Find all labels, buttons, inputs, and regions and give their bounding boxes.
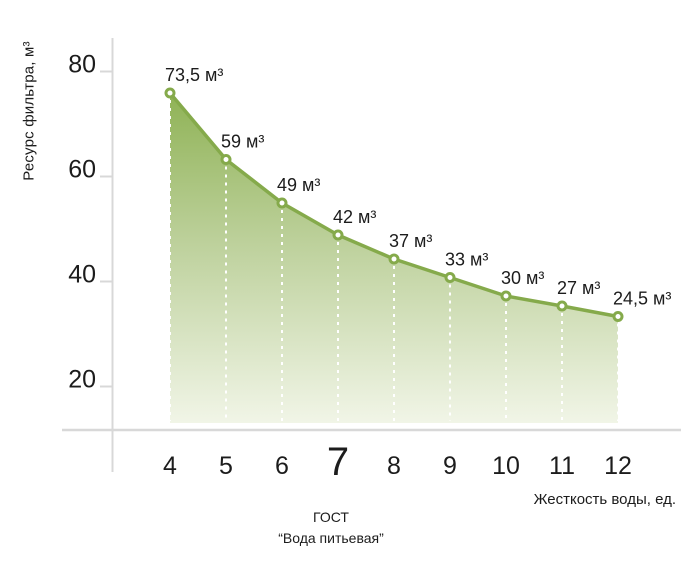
x-tick-label: 11 <box>549 452 575 480</box>
x-tick-label: 5 <box>219 452 233 480</box>
data-point-label: 59 м³ <box>221 132 264 152</box>
data-point-label: 27 м³ <box>557 278 600 298</box>
data-point-marker <box>332 229 344 241</box>
x-tick-label: 10 <box>492 452 520 480</box>
gost-annotation-line2: “Вода питьевая” <box>278 530 384 546</box>
x-axis-title: Жесткость воды, ед. <box>533 491 676 508</box>
data-point-label: 24,5 м³ <box>613 289 671 309</box>
y-tick-label: 60 <box>68 156 96 184</box>
y-tick-label: 20 <box>68 366 96 394</box>
gost-annotation: ГОСТ “Вода питьевая” <box>278 507 384 549</box>
y-tick-label: 40 <box>68 261 96 289</box>
gost-annotation-line1: ГОСТ <box>313 509 349 525</box>
x-tick-label: 9 <box>443 452 457 480</box>
x-tick-label: 4 <box>163 452 177 480</box>
data-point-label: 30 м³ <box>501 268 544 288</box>
data-point-label: 37 м³ <box>389 231 432 251</box>
data-point-marker <box>444 272 456 283</box>
x-tick-label: 12 <box>604 452 632 480</box>
data-point-marker <box>388 253 400 265</box>
data-point-marker <box>500 290 512 302</box>
data-point-marker <box>220 154 232 165</box>
y-tick-label: 80 <box>68 51 96 79</box>
data-point-label: 42 м³ <box>333 207 376 227</box>
x-tick-label-emphasized: 7 <box>327 440 349 484</box>
data-point-label: 73,5 м³ <box>165 65 223 85</box>
x-tick-label: 6 <box>275 452 289 480</box>
data-point-marker <box>612 311 624 322</box>
x-tick-label: 8 <box>387 452 401 480</box>
data-point-label: 33 м³ <box>445 250 488 270</box>
data-point-label: 49 м³ <box>277 175 320 195</box>
data-point-marker <box>276 197 288 209</box>
data-point-marker <box>164 87 176 99</box>
data-point-marker <box>556 300 568 312</box>
